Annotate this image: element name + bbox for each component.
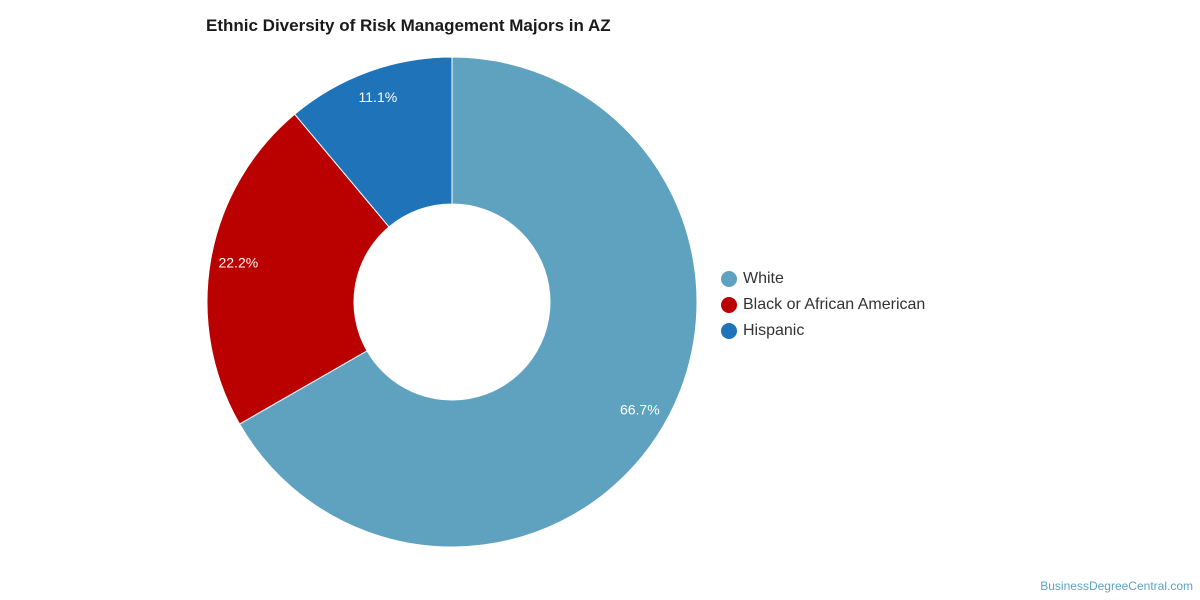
slice-hispanic[interactable] [293, 56, 453, 228]
legend-swatch-hispanic [721, 323, 737, 339]
chart-title: Ethnic Diversity of Risk Management Majo… [206, 16, 611, 35]
legend-swatch-white [721, 271, 737, 287]
legend-item-white[interactable]: White [721, 266, 925, 292]
slice-label-hispanic: 11.1% [359, 89, 398, 105]
legend-label-hispanic: Hispanic [743, 322, 805, 339]
legend-item-hispanic[interactable]: Hispanic [721, 318, 925, 344]
slice-black-or-african-american[interactable] [206, 113, 390, 425]
slice-label-white: 66.7% [620, 401, 660, 417]
slice-white[interactable] [238, 56, 698, 548]
legend-item-black-or-african-american[interactable]: Black or African American [721, 292, 925, 318]
legend-label-black-or-african-american: Black or African American [743, 296, 926, 313]
legend-swatch-black-or-african-american [721, 297, 737, 313]
watermark[interactable]: BusinessDegreeCentral.com [1040, 579, 1193, 593]
legend: White Black or African American Hispanic [721, 266, 925, 344]
legend-label-white: White [743, 270, 784, 287]
slice-label-black-or-african-american: 22.2% [218, 255, 258, 271]
